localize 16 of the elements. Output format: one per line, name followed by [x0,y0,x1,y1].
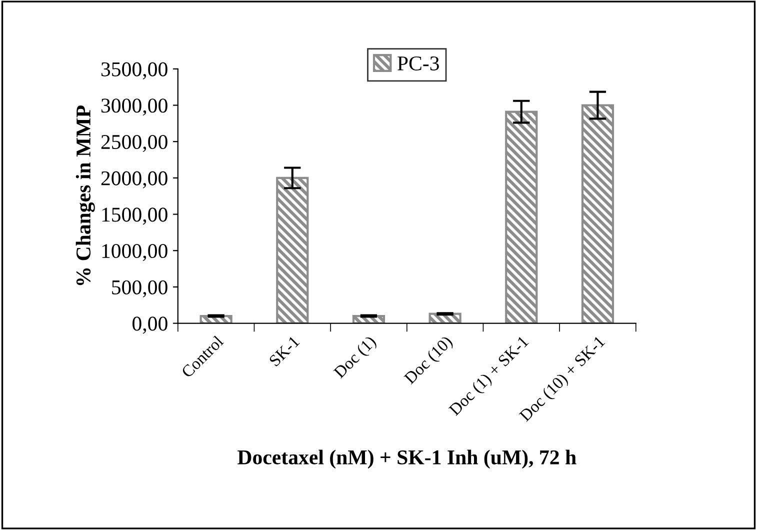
y-tick-label: 3000,00 [101,98,168,116]
y-tick-label: 1000,00 [102,244,168,262]
bar [505,110,538,324]
y-tick-label: 3500,00 [101,62,168,80]
legend-label: PC-3 [398,56,439,70]
x-tick-label: Doc (1) [332,334,379,382]
y-tick-label: 0,00 [132,316,168,334]
bar [581,104,614,324]
bar [276,176,309,324]
y-tick-label: 1500,00 [102,208,168,225]
x-axis-title: Docetaxel (nM) + SK-1 Inh (uM), 72 h [238,450,576,469]
y-tick-label: 2000,00 [101,171,168,188]
x-tick-label: Doc (10) [403,334,456,387]
y-tick-label: 500,00 [112,280,168,298]
y-axis-title: % Changes in MMP [76,106,95,286]
y-tick-label: 2500,00 [101,134,168,152]
